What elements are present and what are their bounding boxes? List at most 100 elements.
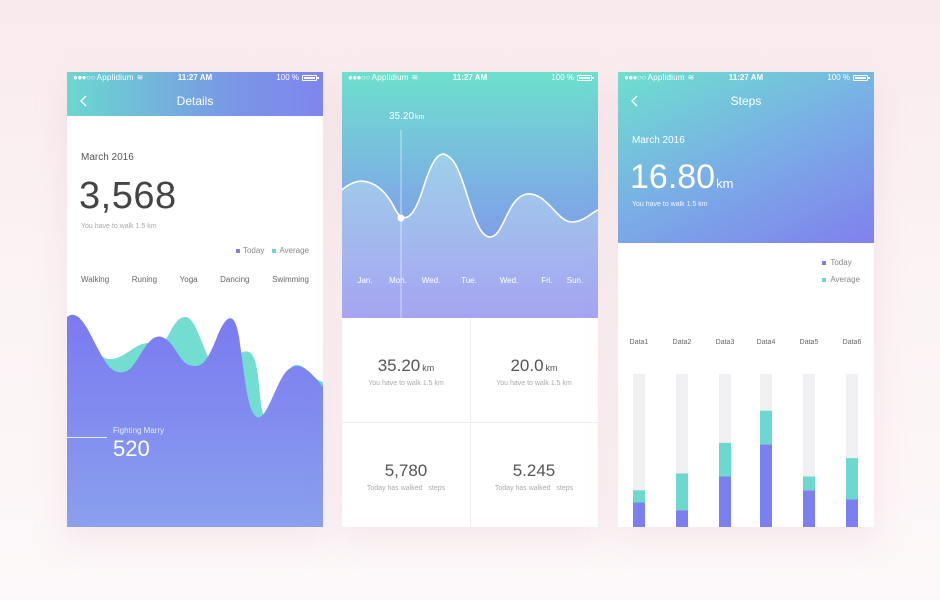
activity-categories: Walking Runing Yoga Dancing Swimming [81,275,309,284]
distance-value: 16.80km [630,158,734,196]
carrier-label: Applidium [96,73,134,82]
bar-today[interactable] [633,502,645,527]
stat-card[interactable]: 20.0 km You have to walk 1.5 km [470,318,598,422]
legend-average: Average [272,246,309,255]
person-value: 520 [113,436,150,461]
overview-screen: 35.20km Jan. Mon. Wed. Tue. Wed. Fri. Su… [342,72,598,527]
stat-label: You have to walk 1.5 km [368,380,444,387]
category-dancing[interactable]: Dancing [220,275,250,284]
legend-swatch-average [822,277,827,282]
legend-swatch-today [822,260,827,265]
battery-label: 100 % [551,73,574,82]
highlight-point[interactable] [397,214,405,222]
distance-line-chart [342,130,598,318]
stat-label: Today has walked steps [366,485,446,492]
category-swimming[interactable]: Swimming [272,275,309,284]
bar-category-label: Data5 [800,339,819,346]
status-bar: ●●●○○ Applidium ≋ 11:27 AM 100 % [618,72,874,84]
day-label: Jan. [357,276,373,285]
stat-card[interactable]: 5,780 Today has walked steps [342,423,470,527]
carrier-label: Applidium [371,73,409,82]
back-chevron-icon[interactable] [77,94,91,108]
status-time: 11:27 AM [177,73,213,82]
day-label: Tue. [461,276,477,285]
status-bar: ●●●○○ Applidium ≋ 11:27 AM 100 % [67,72,323,84]
bar-today[interactable] [760,444,772,527]
bar-average[interactable] [803,476,815,491]
day-label: Mon. [389,276,407,285]
category-yoga[interactable]: Yoga [179,275,198,284]
stat-value: 20.0 [510,356,544,375]
bar-track [633,374,645,527]
stat-unit: km [422,363,435,373]
person-label: Fighting Marry [113,426,165,435]
legend-today: Today [822,254,860,271]
month-label: March 2016 [632,135,685,146]
wifi-icon: ≋ [687,73,695,82]
page-title: Details [176,94,214,108]
stat-card[interactable]: 35.20 km You have to walk 1.5 km [342,318,470,422]
walk-goal-text: You have to walk 1.5 km [81,223,157,230]
legend-today: Today [235,246,264,255]
bar-today[interactable] [676,510,688,527]
marker-line [67,437,107,438]
day-label: Fri. [541,276,553,285]
status-time: 11:27 AM [728,73,764,82]
steps-header [618,72,874,243]
month-label: March 2016 [81,152,134,163]
category-walking[interactable]: Walking [81,275,110,284]
walk-goal-text: You have to walk 1.5 km [632,201,708,208]
grid-divider [342,422,598,423]
bar-average[interactable] [633,490,645,503]
stat-value: 5.245 [512,461,556,480]
bar-today[interactable] [803,490,815,527]
details-screen: ●●●○○ Applidium ≋ 11:27 AM 100 % Details M… [67,72,323,527]
bar-average[interactable] [676,473,688,511]
battery-icon [853,74,870,81]
day-label: Sun. [566,276,584,285]
signal-icon: ●●●○○ [348,73,370,82]
stat-label: You have to walk 1.5 km [496,380,572,387]
step-count: 3,568 [79,175,177,217]
back-chevron-icon[interactable] [628,94,642,108]
activity-area-chart [67,314,323,527]
distance-chart-panel: 35.20km Jan. Mon. Wed. Tue. Wed. Fri. Su… [342,72,598,318]
stat-value: 5,780 [384,461,428,480]
bar-category-label: Data6 [843,339,862,346]
day-axis: Jan. Mon. Wed. Tue. Wed. Fri. Sun. [342,276,598,286]
battery-icon [577,74,594,81]
steps-screen: ●●●○○ Applidium ≋ 11:27 AM 100 % Steps Mar… [618,72,874,527]
details-header [67,72,323,116]
distance-area [342,154,598,318]
stat-card[interactable]: 5.245 Today has walked steps [470,423,598,527]
stat-label: Today has walked steps [494,485,574,492]
page-title: Steps [730,94,762,108]
steps-bar-chart: Data1 Data2 Data3 Data4 Data5 Data6 [630,339,862,527]
legend-swatch-today [235,248,240,253]
legend-swatch-average [272,248,277,253]
battery-label: 100 % [276,73,299,82]
bar-today[interactable] [846,499,858,527]
signal-icon: ●●●○○ [624,73,646,82]
bar-today[interactable] [719,476,731,527]
wifi-icon: ≋ [136,73,144,82]
signal-icon: ●●●○○ [73,73,95,82]
battery-label: 100 % [827,73,850,82]
legend-average: Average [822,271,860,288]
status-time: 11:27 AM [452,73,488,82]
bar-average[interactable] [760,410,772,445]
status-bar: ●●●○○ Applidium ≋ 11:27 AM 100 % [342,72,598,84]
highlight-label: 35.20km [389,111,425,122]
category-running[interactable]: Runing [131,275,158,284]
stat-value: 35.20 [377,356,421,375]
bar-category-label: Data1 [630,339,649,346]
bar-average[interactable] [719,442,731,477]
bar-category-label: Data3 [716,339,735,346]
stat-unit: km [545,363,558,373]
legend: Today Average [232,246,309,255]
today-area [67,314,323,527]
bar-average[interactable] [846,458,858,500]
distance-line [342,153,598,238]
bar-category-label: Data2 [673,339,692,346]
day-label: Wed. [421,276,441,285]
